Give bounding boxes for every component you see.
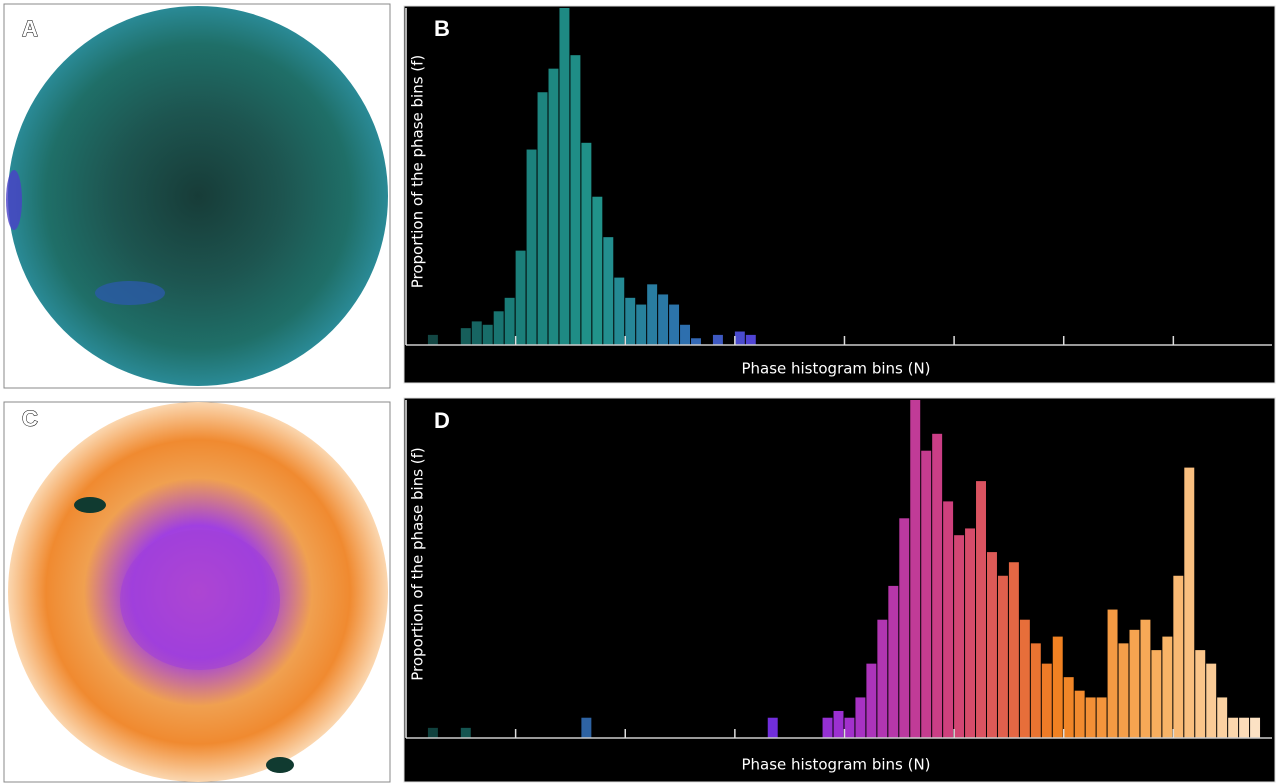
bar xyxy=(943,501,953,738)
panel-label: C xyxy=(22,406,38,431)
bar xyxy=(538,92,548,345)
bar xyxy=(834,711,844,738)
bar xyxy=(1064,677,1074,738)
bar xyxy=(680,325,690,345)
map-region xyxy=(266,757,294,773)
bar xyxy=(1184,468,1194,738)
bar xyxy=(899,518,909,738)
map-region xyxy=(6,170,22,230)
bar xyxy=(1151,650,1161,738)
bar xyxy=(559,8,569,345)
bar xyxy=(658,294,668,345)
bar xyxy=(603,237,613,345)
x-axis-label: Phase histogram bins (N) xyxy=(741,756,930,774)
bar xyxy=(428,728,438,738)
bar xyxy=(669,305,679,345)
bar xyxy=(965,528,975,738)
bar xyxy=(625,298,635,345)
bar xyxy=(516,251,526,345)
bar xyxy=(581,718,591,738)
map-region xyxy=(95,281,165,305)
bar xyxy=(570,55,580,345)
bar xyxy=(1119,643,1129,738)
bar xyxy=(505,298,515,345)
bar xyxy=(1009,562,1019,738)
bar xyxy=(1020,620,1030,738)
bar xyxy=(1031,643,1041,738)
bar xyxy=(921,451,931,738)
bar xyxy=(461,328,471,345)
bar xyxy=(855,697,865,738)
polar-map xyxy=(8,6,388,386)
bar xyxy=(1140,620,1150,738)
bar xyxy=(1108,610,1118,738)
bar xyxy=(1075,691,1085,738)
panel-label: B xyxy=(434,16,450,41)
bar xyxy=(1228,718,1238,738)
bar xyxy=(954,535,964,738)
bar xyxy=(636,305,646,345)
bar xyxy=(1206,664,1216,738)
bar xyxy=(866,664,876,738)
bar xyxy=(1162,637,1172,738)
bar xyxy=(844,718,854,738)
bar xyxy=(746,335,756,345)
bar xyxy=(592,197,602,345)
bar xyxy=(998,576,1008,738)
x-axis-label: Phase histogram bins (N) xyxy=(741,360,930,378)
bar xyxy=(1086,697,1096,738)
bar xyxy=(1042,664,1052,738)
bar xyxy=(932,434,942,738)
bar xyxy=(647,284,657,345)
bar xyxy=(910,400,920,738)
bar xyxy=(1129,630,1139,738)
bar xyxy=(713,335,723,345)
bar xyxy=(1195,650,1205,738)
map-region xyxy=(120,530,280,670)
bar xyxy=(581,143,591,345)
bar xyxy=(461,728,471,738)
bar xyxy=(614,278,624,345)
bar xyxy=(494,311,504,345)
bar xyxy=(823,718,833,738)
bar xyxy=(1173,576,1183,738)
bar xyxy=(1097,697,1107,738)
y-axis-label: Proportion of the phase bins (f) xyxy=(409,55,427,289)
y-axis-label: Proportion of the phase bins (f) xyxy=(409,447,427,681)
bar xyxy=(691,338,701,345)
bar xyxy=(527,150,537,345)
bar xyxy=(877,620,887,738)
map-region xyxy=(74,497,106,513)
bar xyxy=(888,586,898,738)
bar xyxy=(768,718,778,738)
page: {"images": [{"label": "A"}, {"label": "C… xyxy=(0,0,1280,783)
bar xyxy=(735,332,745,345)
bar xyxy=(987,552,997,738)
bar xyxy=(483,325,493,345)
bar xyxy=(472,321,482,345)
bar xyxy=(549,69,559,345)
bar xyxy=(1217,697,1227,738)
figure: A C Phase histogram bins (N) Proportion o… xyxy=(0,0,1280,783)
bar xyxy=(1239,718,1249,738)
panel-label: D xyxy=(434,408,450,433)
bar xyxy=(1053,637,1063,738)
bar xyxy=(1250,718,1260,738)
bar xyxy=(428,335,438,345)
panel-label: A xyxy=(22,16,38,41)
bar xyxy=(976,481,986,738)
